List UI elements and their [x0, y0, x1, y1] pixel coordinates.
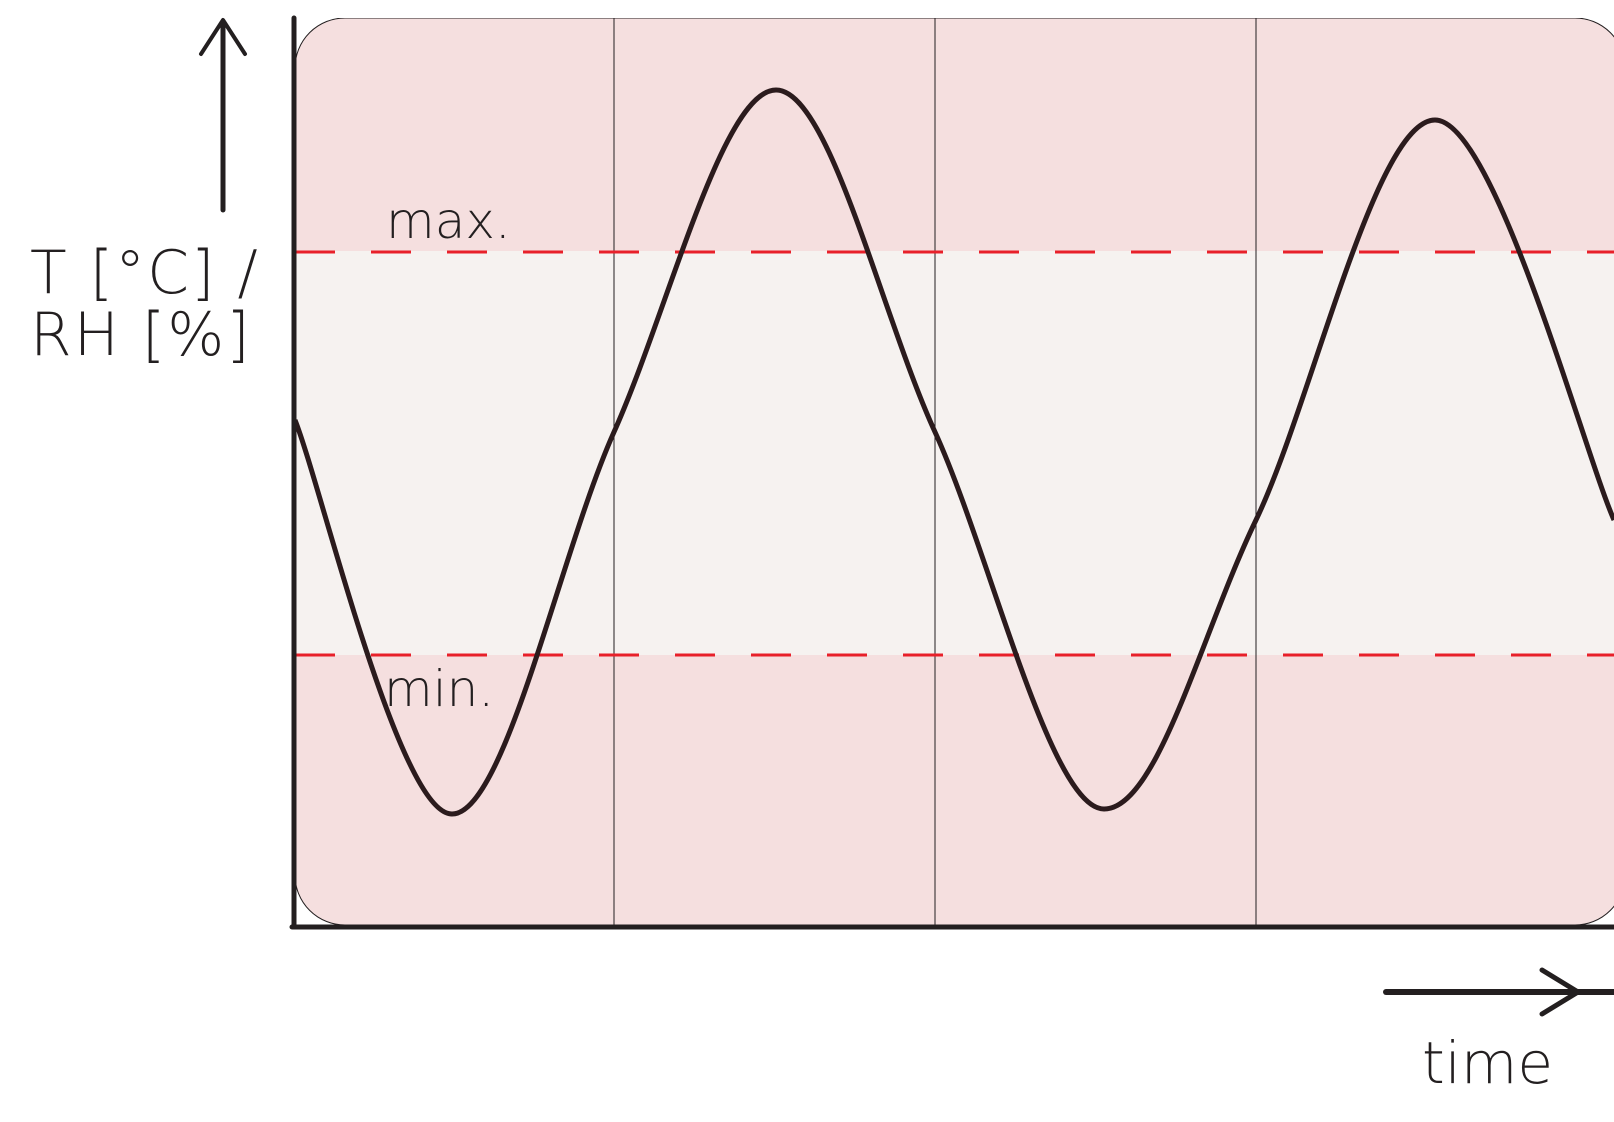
measurement-curve [295, 87, 1614, 817]
plot-area [295, 18, 1614, 927]
acceptable-range-band [295, 251, 1614, 655]
min-label: min. [384, 660, 495, 718]
x-axis-label: time [1422, 1029, 1554, 1097]
y-axis-label-line2: RH [%] [30, 300, 252, 370]
y-axis-arrow-icon [199, 18, 247, 213]
max-label: max. [386, 192, 511, 250]
y-axis-label-line1: T [°C] / [30, 238, 260, 308]
y-axis-label: T [°C] / RH [%] [30, 242, 260, 366]
x-axis-arrow-icon [1383, 967, 1614, 1017]
